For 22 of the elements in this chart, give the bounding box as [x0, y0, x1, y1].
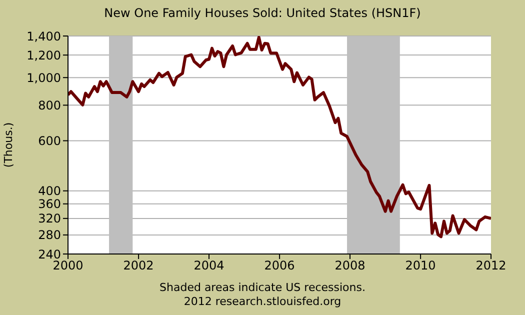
x-tick-label: 2002 — [123, 258, 154, 273]
y-tick-label: 600 — [38, 134, 61, 148]
x-tick-label: 2004 — [194, 258, 224, 273]
x-tick-label: 2006 — [264, 258, 295, 273]
chart-title: New One Family Houses Sold: United States (HSN1F) — [103, 6, 422, 20]
y-tick-label: 1,400 — [26, 29, 61, 44]
text: Shaded areas indicate US recessions. — [158, 281, 366, 294]
y-tick-label: 1,200 — [26, 48, 61, 62]
text: 2012 research.stlouisfed.org — [182, 295, 342, 308]
x-tick-label: 2008 — [334, 258, 366, 273]
y-tick-label: 360 — [38, 197, 61, 212]
y-tick-label: 240 — [38, 247, 61, 262]
y-axis-title: (Thous.) — [2, 122, 15, 168]
y-tick-label: 280 — [38, 228, 61, 242]
line-series — [68, 36, 491, 238]
y-tick-label: 400 — [38, 184, 61, 198]
y-tick-label: 320 — [38, 212, 61, 226]
x-tick-label: 2012 — [476, 258, 506, 273]
y-tick-label: 800 — [38, 98, 61, 112]
x-tick-label: 2000 — [52, 258, 84, 273]
x-tick-label: 2010 — [405, 258, 436, 273]
y-tick-label: 1,000 — [26, 70, 61, 85]
